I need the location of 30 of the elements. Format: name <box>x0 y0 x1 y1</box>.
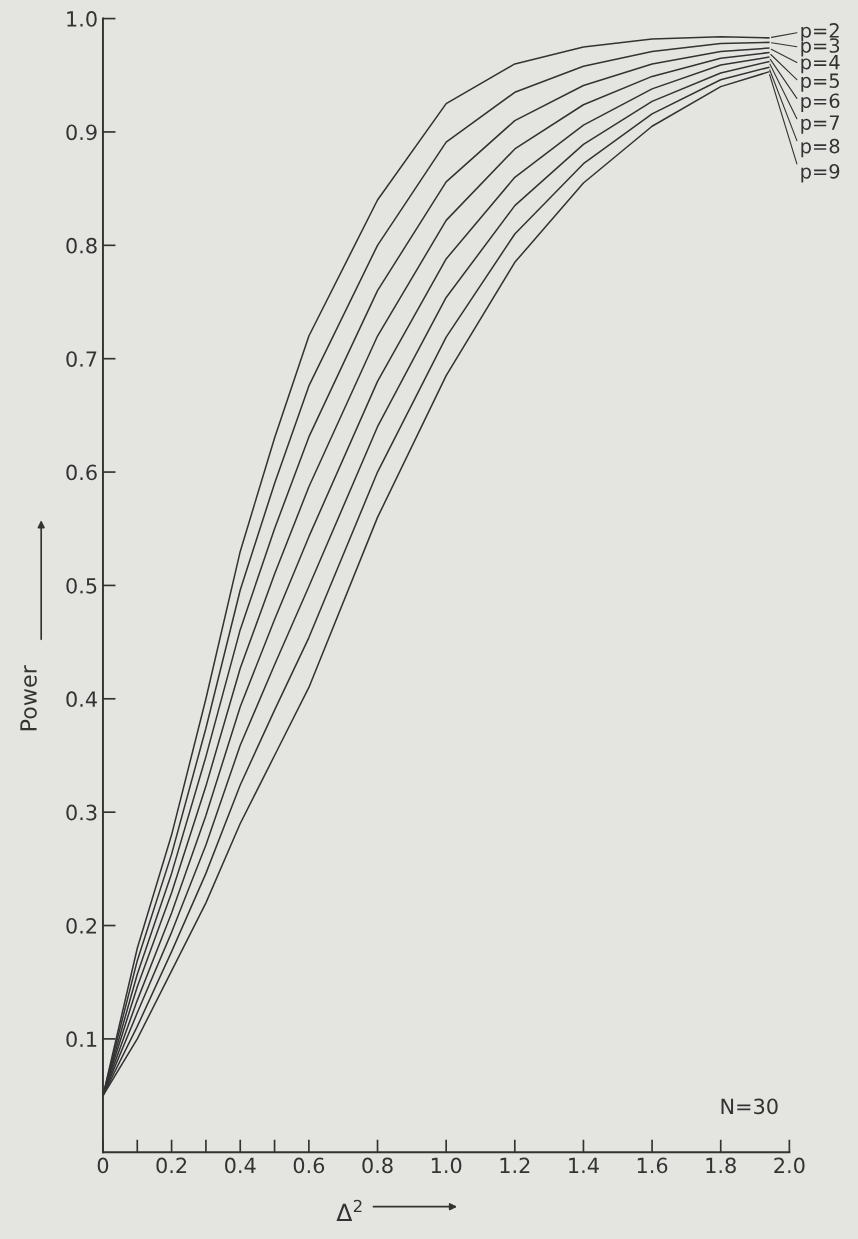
x-tick-label: 2.0 <box>774 1157 805 1174</box>
x-tick-label: 0.2 <box>156 1157 187 1174</box>
legend-label: p=4 <box>801 55 840 74</box>
y-tick-label: 1.0 <box>67 11 97 27</box>
y-tick-label: 0.4 <box>66 691 97 708</box>
y-axis-title: Power <box>20 665 37 731</box>
x-tick-label: 1.4 <box>569 1157 599 1173</box>
x-tick-label: 0 <box>97 1157 109 1174</box>
legend-label: p=5 <box>801 73 839 92</box>
y-tick-label: 0.6 <box>66 464 97 481</box>
x-axis-title: Δ$^{2}$ <box>336 1199 362 1222</box>
y-tick-label: 0.3 <box>66 804 97 821</box>
x-tick-label: 1.2 <box>500 1157 530 1173</box>
legend-label: p=6 <box>801 93 840 112</box>
x-tick-label: 0.6 <box>293 1157 325 1174</box>
text: p=9 <box>801 163 840 183</box>
y-tick-label: 0.9 <box>66 124 97 141</box>
y-tick-label: 0.7 <box>66 351 97 367</box>
text: p=8 <box>801 138 840 158</box>
x-tick-label: 0.8 <box>362 1157 393 1174</box>
text: p=7 <box>801 115 839 134</box>
x-tick-label: 1.0 <box>431 1157 462 1174</box>
x-tick-label: 1.6 <box>637 1157 668 1174</box>
y-tick-label: 0.2 <box>66 917 97 934</box>
x-tick-label: 0.4 <box>225 1157 256 1174</box>
x-tick-label: 1.8 <box>706 1157 736 1174</box>
y-tick-label: 0.5 <box>66 577 97 594</box>
y-tick-label: 0.1 <box>66 1031 97 1048</box>
annotation: N=30 <box>721 1098 778 1115</box>
y-tick-label: 0.8 <box>66 237 97 254</box>
